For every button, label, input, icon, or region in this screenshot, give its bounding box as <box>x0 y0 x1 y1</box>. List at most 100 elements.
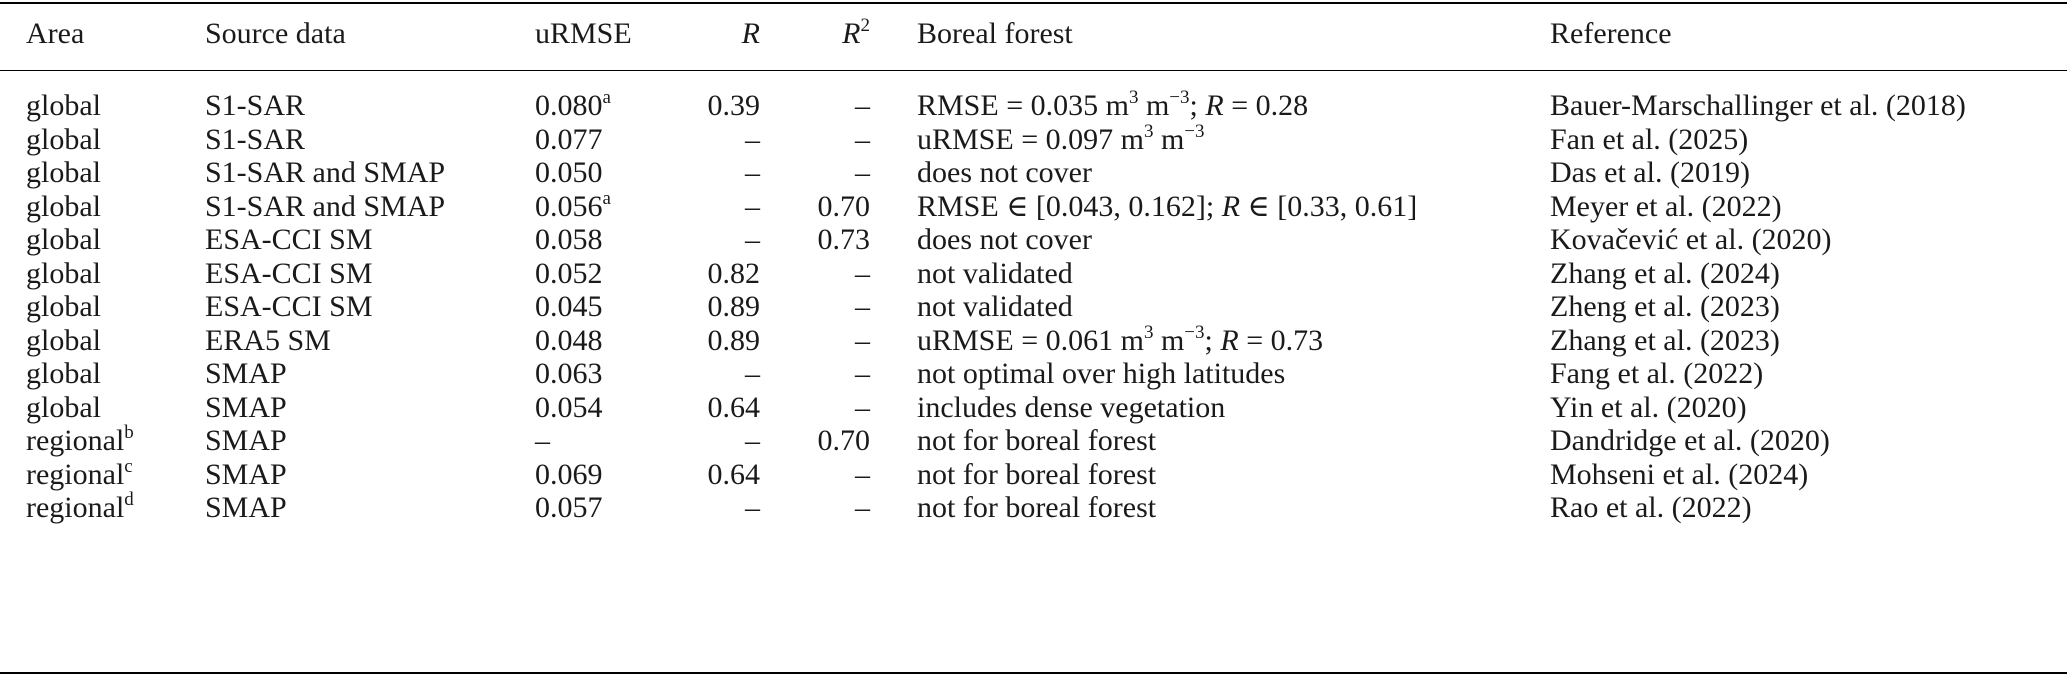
cell-r: 0.64 <box>707 457 761 491</box>
cell-reference: Dandridge et al. (2020) <box>1550 424 1830 457</box>
cell-r: – <box>745 122 760 156</box>
cell-reference: Yin et al. (2020) <box>1550 390 1747 424</box>
cell-urmse: 0.069 <box>535 457 603 491</box>
cell-area: global <box>26 89 101 122</box>
cell-r-squared: – <box>855 122 870 156</box>
cell-source-data: ESA-CCI SM <box>205 256 373 290</box>
cell-reference: Fan et al. (2025) <box>1550 122 1749 156</box>
header-area: Area <box>26 17 85 50</box>
cell-source-data: S1-SAR <box>205 122 306 156</box>
cell-reference: Zheng et al. (2023) <box>1550 290 1780 323</box>
cell-area: global <box>26 357 101 390</box>
header-reference: Reference <box>1550 17 1672 50</box>
cell-area: regionalb <box>26 422 134 457</box>
cell-r-squared: – <box>855 457 870 491</box>
cell-source-data: S1-SAR <box>205 89 306 122</box>
cell-source-data: SMAP <box>205 457 287 491</box>
cell-r-squared: – <box>855 156 870 189</box>
cell-reference: Das et al. (2019) <box>1550 156 1750 189</box>
cell-r: – <box>745 357 760 390</box>
table-bottom-rule <box>0 672 2067 674</box>
cell-area: global <box>26 323 101 357</box>
cell-r: – <box>745 491 760 524</box>
cell-area: global <box>26 256 101 290</box>
cell-reference: Kovačević et al. (2020) <box>1550 223 1832 256</box>
table-top-rule <box>0 2 2067 4</box>
cell-area: global <box>26 290 101 323</box>
cell-reference: Zhang et al. (2023) <box>1550 323 1780 357</box>
header-source-data: Source data <box>205 17 346 50</box>
cell-boreal-forest: RMSE ∈ [0.043, 0.162]; R ∈ [0.33, 0.61] <box>917 189 1418 223</box>
cell-r: 0.39 <box>707 89 761 122</box>
cell-urmse: 0.077 <box>535 122 603 156</box>
cell-r: – <box>745 223 760 256</box>
header-boreal-forest: Boreal forest <box>917 17 1073 50</box>
cell-source-data: ESA-CCI SM <box>205 290 373 323</box>
cell-r: – <box>745 424 760 457</box>
header-urmse: uRMSE <box>535 17 632 50</box>
cell-boreal-forest: not for boreal forest <box>917 424 1157 457</box>
cell-r-squared: – <box>855 290 870 323</box>
cell-boreal-forest: does not cover <box>917 223 1092 256</box>
cell-boreal-forest: not optimal over high latitudes <box>917 357 1286 390</box>
cell-area: regionalc <box>26 455 133 491</box>
cell-urmse: 0.058 <box>535 223 603 256</box>
cell-urmse: 0.050 <box>535 156 603 189</box>
cell-reference: Fang et al. (2022) <box>1550 357 1764 390</box>
cell-area: global <box>26 156 101 189</box>
cell-reference: Mohseni et al. (2024) <box>1550 457 1809 491</box>
header-r: R <box>741 17 760 50</box>
cell-r-squared: – <box>855 491 870 524</box>
cell-urmse: 0.063 <box>535 357 603 390</box>
cell-r-squared: – <box>855 323 870 357</box>
cell-r-squared: – <box>855 256 870 290</box>
cell-r-squared: – <box>855 390 870 424</box>
cell-r: 0.82 <box>707 256 761 290</box>
cell-source-data: S1-SAR and SMAP <box>205 156 446 189</box>
cell-r-squared: 0.70 <box>817 424 871 457</box>
cell-source-data: S1-SAR and SMAP <box>205 189 446 223</box>
cell-boreal-forest: includes dense vegetation <box>917 390 1226 424</box>
cell-urmse: 0.052 <box>535 256 603 290</box>
cell-boreal-forest: does not cover <box>917 156 1092 189</box>
cell-r-squared: 0.73 <box>817 223 871 256</box>
cell-boreal-forest: not validated <box>917 256 1073 290</box>
cell-area: global <box>26 390 101 424</box>
cell-boreal-forest: not for boreal forest <box>917 491 1157 524</box>
cell-reference: Rao et al. (2022) <box>1550 491 1752 524</box>
table-header-rule <box>0 70 2067 71</box>
cell-reference: Bauer-Marschallinger et al. (2018) <box>1550 89 1966 122</box>
cell-urmse: 0.056a <box>535 187 611 223</box>
cell-source-data: ERA5 SM <box>205 323 331 357</box>
cell-urmse: 0.045 <box>535 290 603 323</box>
cell-boreal-forest: RMSE = 0.035 m3 m−3; R = 0.28 <box>917 87 1309 122</box>
cell-boreal-forest: uRMSE = 0.061 m3 m−3; R = 0.73 <box>917 321 1324 357</box>
cell-reference: Zhang et al. (2024) <box>1550 256 1780 290</box>
cell-area: global <box>26 189 101 223</box>
cell-r: – <box>745 189 760 223</box>
cell-boreal-forest: uRMSE = 0.097 m3 m−3 <box>917 120 1205 156</box>
cell-source-data: SMAP <box>205 357 287 390</box>
header-r-squared: R2 <box>842 15 870 50</box>
cell-reference: Meyer et al. (2022) <box>1550 189 1782 223</box>
cell-area: global <box>26 122 101 156</box>
cell-boreal-forest: not for boreal forest <box>917 457 1157 491</box>
cell-r-squared: – <box>855 89 870 122</box>
cell-r: 0.64 <box>707 390 761 424</box>
cell-r-squared: 0.70 <box>817 189 871 223</box>
cell-source-data: SMAP <box>205 491 287 524</box>
cell-urmse: 0.057 <box>535 491 603 524</box>
cell-urmse: 0.054 <box>535 390 603 424</box>
cell-r: 0.89 <box>707 290 761 323</box>
cell-source-data: SMAP <box>205 390 287 424</box>
cell-urmse: 0.048 <box>535 323 603 357</box>
cell-urmse: – <box>535 424 550 457</box>
cell-urmse: 0.080a <box>535 87 611 122</box>
cell-r: – <box>745 156 760 189</box>
cell-source-data: SMAP <box>205 424 287 457</box>
cell-r: 0.89 <box>707 323 761 357</box>
cell-source-data: ESA-CCI SM <box>205 223 373 256</box>
cell-boreal-forest: not validated <box>917 290 1073 323</box>
cell-area: global <box>26 223 101 256</box>
cell-r-squared: – <box>855 357 870 390</box>
